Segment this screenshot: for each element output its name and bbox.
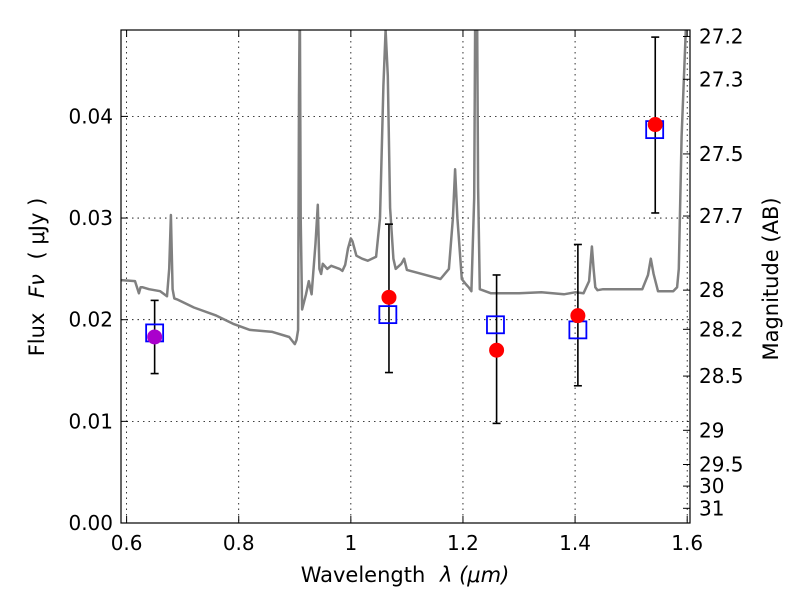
mag-tick-label: 29 [699,418,724,442]
model-flux-square [486,315,505,335]
x-tick-label: 0.8 [223,531,255,555]
mag-tick-label: 28 [699,278,724,302]
observed-flux-point [381,289,397,305]
y-axis-symbol: Fν [25,274,49,298]
y-axis-title: Flux Fν ( μJy ) [25,198,49,357]
mag-tick-label: 27.5 [699,142,744,166]
y-axis-unit: ( μJy ) [25,198,49,260]
x-axis-title: Wavelength λ (μm) [301,563,510,587]
x-tick-label: 1.6 [671,531,703,555]
plot-frame [120,29,691,524]
plot-data [121,30,688,425]
x-tick-label: 1.4 [559,531,591,555]
mag-tick-label: 27.7 [699,204,744,228]
axis-ticks: 0.6 0.8 1 1.2 1.4 1.6 0.00 0.01 0.02 0.03 0.04 27.2… [68,24,743,555]
y-tick-label: 0.04 [68,104,113,128]
mag-tick-label: 27.2 [699,24,744,48]
mag-tick-label: 31 [699,496,724,520]
x-tick-label: 0.6 [111,531,143,555]
mag-tick-label: 27.3 [699,67,744,91]
grid-lines [121,30,690,523]
observed-flux-point [489,342,505,358]
y-tick-label: 0.00 [68,511,113,535]
x-tick-label: 1 [344,531,357,555]
y-tick-label: 0.03 [68,206,113,230]
mag-tick-label: 30 [699,474,724,498]
y-tick-label: 0.01 [68,409,113,433]
observed-flux-point [647,117,663,133]
x-axis-symbol: λ (μm) [439,563,509,587]
mag-tick-label: 28.5 [699,364,744,388]
observed-flux-point [570,308,586,324]
mag-tick-label: 29.5 [699,453,744,477]
sed-model-line [121,30,688,346]
x-axis-label: Wavelength [301,563,426,587]
y-tick-label: 0.02 [68,308,113,332]
y2-axis-title: Magnitude (AB) [759,197,783,360]
observed-flux-point [147,329,163,345]
model-flux-square [378,305,398,325]
mag-tick-label: 28.2 [699,317,744,341]
x-tick-label: 1.2 [447,531,479,555]
y-axis-label: Flux [25,313,49,357]
